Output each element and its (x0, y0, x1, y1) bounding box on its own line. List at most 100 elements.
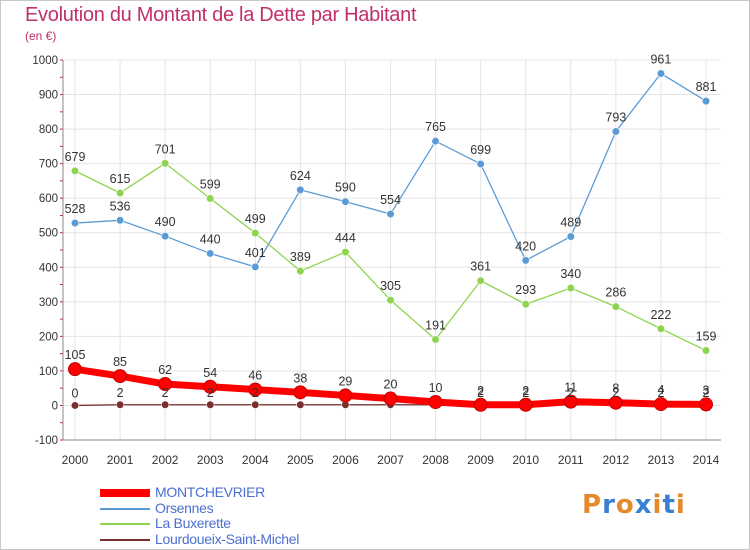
data-label-montchevrier: 62 (158, 363, 172, 377)
y-tick-label: 700 (39, 159, 58, 171)
data-label-orsennes: 793 (605, 111, 626, 125)
x-tick-label: 2009 (467, 453, 494, 467)
data-label-la-buxerette: 679 (65, 150, 86, 164)
data-point-montchevrier (608, 395, 623, 410)
x-tick-label: 2002 (152, 453, 179, 467)
data-point-orsennes (341, 197, 350, 206)
data-point-la-buxerette (521, 300, 530, 309)
data-point-orsennes (251, 262, 260, 272)
data-point-montchevrier (518, 397, 533, 412)
x-tick-label: 2013 (648, 453, 675, 467)
data-label-lourdoueix-saint-michel: 2 (657, 386, 664, 400)
logo-letter: i (652, 490, 663, 520)
data-label-la-buxerette: 305 (380, 279, 401, 293)
legend-swatch-orsennes (100, 507, 150, 510)
logo-letter: P (582, 490, 603, 520)
y-tick-label: 300 (39, 297, 58, 309)
data-label-orsennes: 881 (696, 80, 717, 94)
data-point-lourdoueix-saint-michel (161, 400, 170, 409)
data-label-orsennes: 489 (560, 216, 581, 230)
data-label-lourdoueix-saint-michel: 0 (72, 386, 79, 400)
data-point-montchevrier (699, 397, 713, 412)
data-label-la-buxerette: 340 (560, 267, 581, 281)
data-point-montchevrier (653, 397, 668, 412)
logo-letter: i (675, 490, 686, 520)
data-label-orsennes: 420 (515, 239, 536, 253)
data-point-lourdoueix-saint-michel (206, 400, 215, 409)
data-label-orsennes: 536 (110, 199, 131, 213)
data-label-la-buxerette: 191 (425, 318, 446, 332)
chart-subtitle: (en €) (25, 29, 57, 43)
data-label-montchevrier: 8 (612, 382, 619, 396)
legend-swatch-montchevrier (100, 489, 150, 497)
data-point-la-buxerette (386, 295, 395, 305)
x-tick-label: 2007 (377, 453, 404, 467)
data-label-orsennes: 554 (380, 193, 401, 207)
data-label-la-buxerette: 222 (650, 308, 671, 322)
data-label-orsennes: 699 (470, 143, 491, 157)
data-point-montchevrier (383, 391, 398, 406)
data-point-montchevrier (293, 385, 308, 400)
legend-swatch-la-buxerette (100, 523, 150, 525)
x-tick-label: 2001 (107, 453, 134, 467)
data-label-la-buxerette: 293 (515, 283, 536, 297)
logo-letter: x (634, 490, 653, 520)
data-point-orsennes (70, 218, 80, 228)
data-label-la-buxerette: 444 (335, 231, 356, 245)
data-label-lourdoueix-saint-michel: 2 (117, 386, 124, 400)
x-tick-label: 2008 (422, 453, 449, 467)
data-label-la-buxerette: 286 (605, 286, 626, 300)
data-label-orsennes: 528 (65, 202, 86, 216)
data-point-lourdoueix-saint-michel (251, 400, 260, 409)
data-point-la-buxerette (251, 228, 260, 238)
x-tick-label: 2012 (603, 453, 630, 467)
y-tick-label: 900 (39, 90, 58, 102)
data-label-montchevrier: 46 (248, 369, 262, 383)
data-label-la-buxerette: 701 (155, 142, 176, 156)
data-point-la-buxerette (161, 159, 170, 168)
data-point-orsennes (206, 249, 215, 258)
data-label-orsennes: 765 (425, 120, 446, 134)
data-label-lourdoueix-saint-michel: 2 (612, 386, 619, 400)
data-point-orsennes (476, 159, 485, 169)
data-point-la-buxerette (611, 302, 620, 311)
data-label-la-buxerette: 599 (200, 178, 221, 192)
y-tick-label: 0 (52, 400, 58, 412)
data-label-orsennes: 490 (155, 215, 176, 229)
logo-letter: t (662, 490, 676, 520)
data-point-montchevrier (68, 362, 82, 377)
y-tick-label: 400 (39, 262, 58, 274)
legend-label-la-buxerette: La Buxerette (155, 515, 231, 531)
data-point-la-buxerette (206, 194, 215, 203)
x-tick-label: 2010 (512, 453, 539, 467)
data-label-montchevrier: 2 (477, 384, 484, 398)
x-tick-label: 2003 (197, 453, 224, 467)
data-point-la-buxerette (431, 335, 440, 344)
plot-area (63, 60, 721, 440)
data-point-montchevrier (473, 397, 488, 412)
data-label-lourdoueix-saint-michel: 2 (703, 386, 710, 400)
data-label-montchevrier: 20 (384, 378, 398, 392)
x-tick-label: 2004 (242, 453, 269, 467)
data-label-la-buxerette: 499 (245, 212, 266, 226)
data-point-montchevrier (428, 395, 443, 409)
data-point-montchevrier (158, 377, 173, 392)
legend-label-lourdoueix-saint-michel: Lourdoueix-Saint-Michel (155, 530, 300, 547)
data-label-lourdoueix-saint-michel: 2 (162, 386, 169, 400)
data-point-orsennes (296, 185, 305, 194)
data-point-montchevrier (203, 379, 218, 394)
data-label-montchevrier: 11 (564, 381, 577, 395)
y-tick-label: 200 (39, 331, 58, 343)
data-label-montchevrier: 105 (65, 348, 86, 362)
data-label-montchevrier: 10 (429, 381, 443, 395)
data-point-orsennes (386, 209, 395, 219)
data-point-la-buxerette (701, 346, 711, 355)
data-point-la-buxerette (656, 324, 666, 333)
data-label-lourdoueix-saint-michel: 2 (252, 386, 259, 400)
line-chart: -100010020030040050060070080090010002000… (32, 52, 721, 467)
data-point-la-buxerette (296, 266, 305, 276)
data-label-lourdoueix-saint-michel: 2 (567, 386, 574, 400)
data-label-montchevrier: 38 (293, 371, 307, 385)
data-label-la-buxerette: 361 (470, 260, 491, 274)
data-point-orsennes (656, 69, 666, 78)
